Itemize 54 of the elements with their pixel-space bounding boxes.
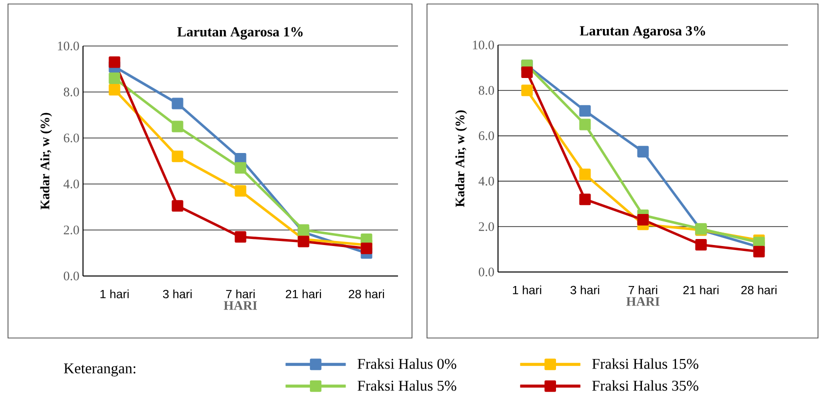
x-tick-label: 21 hari	[683, 286, 718, 294]
x-axis-title: HARI	[224, 301, 257, 310]
y-tick-label: 8.0	[478, 86, 494, 95]
point	[579, 168, 591, 180]
legend-label: Fraksi Halus 5%	[358, 380, 456, 391]
x-tick-label: 3 hari	[163, 290, 192, 298]
point	[172, 150, 184, 162]
y-tick-label: 2.0	[64, 226, 79, 234]
x-tick-label: 28 hari	[741, 286, 776, 294]
point	[108, 72, 120, 84]
y-tick-label: 4.0	[478, 176, 494, 186]
x-tick-label: 7 hari	[628, 286, 658, 294]
point	[172, 120, 184, 132]
y-tick-label: 0.0	[478, 268, 494, 276]
legend-label: Fraksi Halus 0%	[358, 358, 456, 369]
y-axis-title: Kadar Air, w (%)	[455, 110, 467, 207]
y-tick-label: 10.0	[58, 42, 79, 50]
point	[753, 246, 765, 258]
point	[579, 194, 591, 206]
x-tick-label: 7 hari	[226, 290, 255, 298]
y-tick-label: 10.0	[472, 40, 494, 50]
point	[108, 56, 120, 68]
point	[579, 105, 591, 117]
point	[579, 118, 591, 130]
point	[637, 214, 649, 226]
legend-title: Keterangan:	[64, 364, 136, 376]
legend-label: Fraksi Halus 35%	[592, 380, 698, 391]
point	[172, 98, 184, 110]
point	[360, 242, 372, 254]
y-tick-label: 4.0	[64, 180, 79, 188]
y-tick-label: 0.0	[64, 272, 79, 280]
point	[521, 84, 533, 96]
point	[172, 200, 184, 212]
point	[637, 146, 649, 158]
y-tick-label: 2.0	[478, 222, 494, 231]
x-tick-label: 21 hari	[286, 290, 321, 298]
x-tick-label: 3 hari	[570, 286, 600, 294]
chart-title: Larutan Agarosa 3%	[580, 26, 706, 38]
y-tick-label: 6.0	[478, 131, 494, 140]
y-axis-title: Kadar Air, w (%)	[40, 112, 52, 210]
point	[695, 239, 707, 251]
y-tick-label: 6.0	[64, 134, 79, 142]
point	[521, 66, 533, 78]
point	[234, 231, 246, 243]
x-tick-label: 1 hari	[512, 286, 542, 294]
y-tick-label: 8.0	[64, 88, 79, 96]
point	[234, 185, 246, 197]
legend-label: Fraksi Halus 15%	[592, 358, 698, 369]
point	[234, 162, 246, 174]
point	[108, 84, 120, 96]
x-tick-label: 28 hari	[348, 290, 384, 298]
chart-title: Larutan Agarosa 1%	[177, 27, 303, 40]
x-tick-label: 1 hari	[100, 290, 129, 298]
x-axis-title: HARI	[626, 297, 660, 306]
